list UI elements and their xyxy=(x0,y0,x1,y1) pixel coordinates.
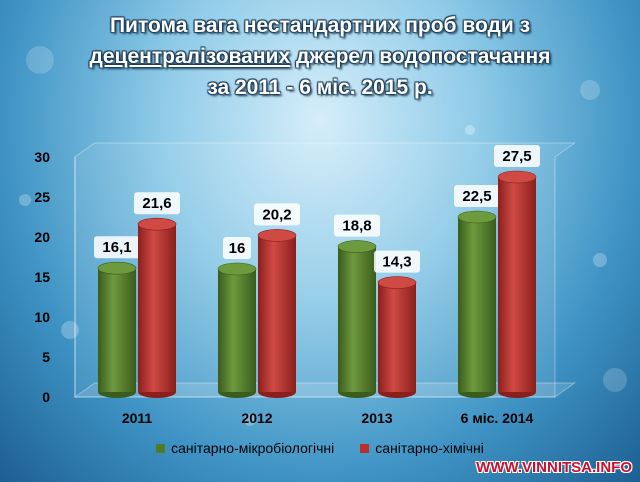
bar-microbiological-0 xyxy=(98,268,136,392)
x-tick-label: 2011 xyxy=(122,410,153,426)
x-tick-label: 2012 xyxy=(241,410,272,426)
data-label-box xyxy=(494,145,540,167)
bar-top xyxy=(217,262,257,276)
bar-top xyxy=(377,276,417,289)
data-label: 21,6 xyxy=(142,195,171,212)
y-tick-label: 15 xyxy=(34,269,50,285)
bar-microbiological-1 xyxy=(218,269,256,392)
bar-top xyxy=(497,170,537,184)
bar-microbiological-2 xyxy=(338,246,376,392)
bar-top xyxy=(457,210,497,224)
legend-item-microbiological: санітарно-мікробіологічні xyxy=(156,440,334,456)
data-label: 22,5 xyxy=(462,188,491,205)
bar-chemical-2 xyxy=(378,282,416,392)
bar-chemical-1 xyxy=(258,235,296,392)
y-tick-label: 25 xyxy=(34,189,50,205)
y-tick-label: 5 xyxy=(42,349,50,365)
y-tick-label: 30 xyxy=(34,149,50,165)
data-label: 16,1 xyxy=(102,239,131,256)
title-line-2: децентралізованих джерел водопостачання xyxy=(0,41,640,72)
bar-chemical-0 xyxy=(138,224,176,392)
data-label-box xyxy=(134,192,180,215)
bar-top xyxy=(257,229,297,242)
title-line-3: за 2011 - 6 міс. 2015 р. xyxy=(207,76,433,99)
y-tick-label: 0 xyxy=(42,389,50,405)
legend-label-chemical: санітарно-хімічні xyxy=(375,440,484,456)
legend-swatch-red xyxy=(360,443,370,453)
bar-top xyxy=(137,217,177,231)
data-label-box xyxy=(454,185,500,207)
data-label: 14,3 xyxy=(382,254,411,271)
chart-legend: санітарно-мікробіологічні санітарно-хімі… xyxy=(0,440,640,456)
data-label-box xyxy=(223,237,251,259)
y-tick-label: 10 xyxy=(34,309,50,325)
x-tick-label: 2013 xyxy=(361,410,392,426)
bar-top xyxy=(337,240,377,253)
title-line-2-rest: джерел водопостачання xyxy=(290,45,551,68)
data-label-box xyxy=(254,203,300,226)
y-tick-label: 20 xyxy=(34,229,50,245)
chart-title: Питома вага нестандартних проб води з де… xyxy=(0,10,640,103)
bar-top xyxy=(97,261,137,275)
data-label: 20,2 xyxy=(262,206,291,223)
legend-swatch-green xyxy=(156,443,166,453)
title-line-1: Питома вага нестандартних проб води з xyxy=(109,14,531,37)
bar-microbiological-3 xyxy=(458,217,496,392)
data-label-box xyxy=(94,236,140,259)
watermark: WWW.VINNITSA.INFO xyxy=(476,459,632,476)
x-tick-label: 6 міс. 2014 xyxy=(461,410,534,426)
bar-chemical-3 xyxy=(498,177,536,392)
data-label-box xyxy=(374,250,420,273)
title-underlined-word: децентралізованих xyxy=(89,45,291,68)
data-label: 27,5 xyxy=(502,148,531,165)
legend-item-chemical: санітарно-хімічні xyxy=(360,440,484,456)
data-label: 16 xyxy=(229,240,246,257)
legend-label-microbiological: санітарно-мікробіологічні xyxy=(171,440,335,456)
data-label: 18,8 xyxy=(342,218,371,235)
data-label-box xyxy=(334,214,380,237)
